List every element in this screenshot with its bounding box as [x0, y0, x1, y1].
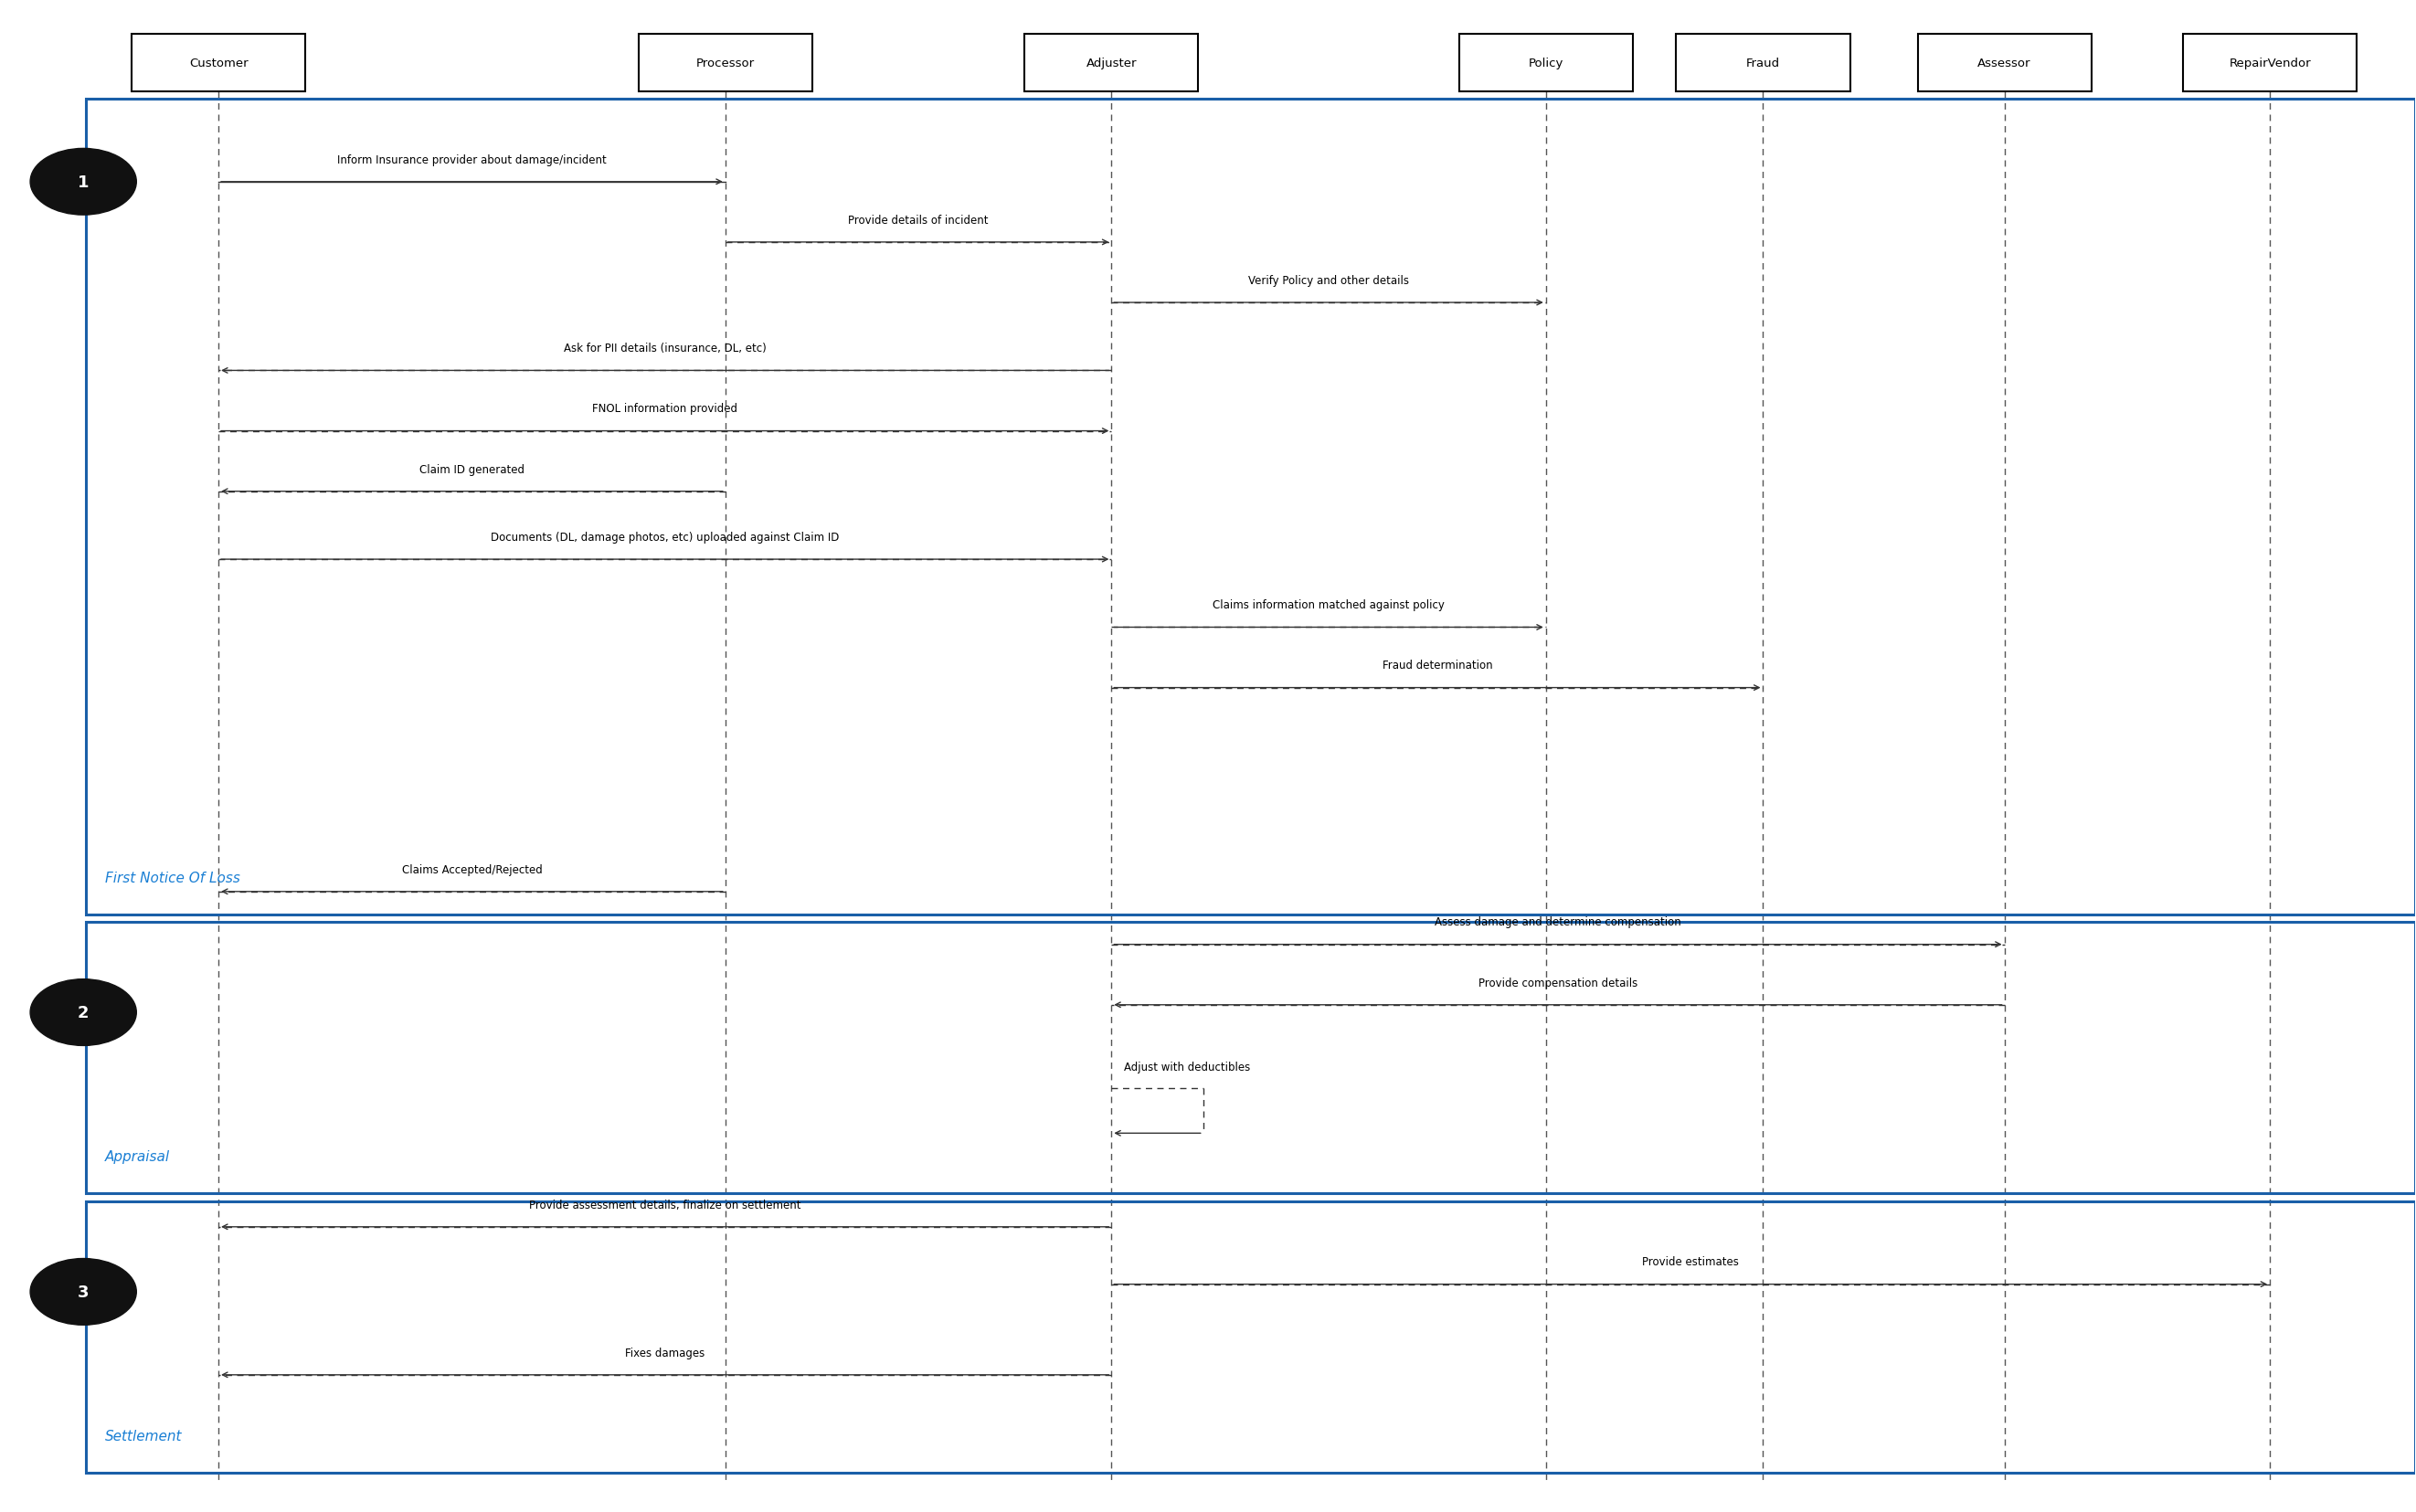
Text: Fixes damages: Fixes damages: [626, 1346, 705, 1358]
FancyBboxPatch shape: [1918, 35, 2092, 92]
Text: Fraud: Fraud: [1747, 57, 1781, 70]
Text: Fraud determination: Fraud determination: [1382, 659, 1493, 671]
Text: First Notice Of Loss: First Notice Of Loss: [104, 871, 239, 885]
Text: 1: 1: [77, 174, 89, 191]
Text: Processor: Processor: [696, 57, 754, 70]
Text: Assess damage and determine compensation: Assess damage and determine compensation: [1435, 916, 1682, 928]
Text: RepairVendor: RepairVendor: [2230, 57, 2310, 70]
Text: Adjuster: Adjuster: [1087, 57, 1138, 70]
FancyBboxPatch shape: [638, 35, 812, 92]
Text: Claim ID generated: Claim ID generated: [420, 463, 524, 475]
Text: Inform Insurance provider about damage/incident: Inform Insurance provider about damage/i…: [338, 154, 606, 166]
Text: 3: 3: [77, 1284, 89, 1300]
Text: Customer: Customer: [188, 57, 249, 70]
Text: FNOL information provided: FNOL information provided: [592, 404, 737, 414]
Text: Appraisal: Appraisal: [104, 1149, 169, 1164]
Circle shape: [31, 980, 135, 1046]
Text: Claims information matched against policy: Claims information matched against polic…: [1213, 599, 1445, 611]
Text: Provide compensation details: Provide compensation details: [1479, 977, 1638, 989]
FancyBboxPatch shape: [1459, 35, 1633, 92]
Circle shape: [31, 150, 135, 216]
Text: Adjust with deductibles: Adjust with deductibles: [1123, 1061, 1249, 1074]
Text: 2: 2: [77, 1004, 89, 1021]
Text: Ask for PII details (insurance, DL, etc): Ask for PII details (insurance, DL, etc): [563, 343, 766, 354]
Circle shape: [31, 1258, 135, 1325]
Text: Claims Accepted/Rejected: Claims Accepted/Rejected: [401, 863, 541, 875]
Text: Assessor: Assessor: [1979, 57, 2032, 70]
Text: Provide estimates: Provide estimates: [1643, 1256, 1740, 1267]
Text: Provide assessment details, finalize on settlement: Provide assessment details, finalize on …: [529, 1199, 800, 1210]
FancyBboxPatch shape: [2184, 35, 2356, 92]
FancyBboxPatch shape: [130, 35, 304, 92]
FancyBboxPatch shape: [1677, 35, 1851, 92]
Text: Verify Policy and other details: Verify Policy and other details: [1249, 275, 1409, 287]
Text: Provide details of incident: Provide details of incident: [848, 215, 988, 227]
Text: Documents (DL, damage photos, etc) uploaded against Claim ID: Documents (DL, damage photos, etc) uploa…: [490, 531, 838, 543]
Text: Policy: Policy: [1529, 57, 1563, 70]
FancyBboxPatch shape: [1024, 35, 1198, 92]
Text: Settlement: Settlement: [104, 1429, 181, 1442]
